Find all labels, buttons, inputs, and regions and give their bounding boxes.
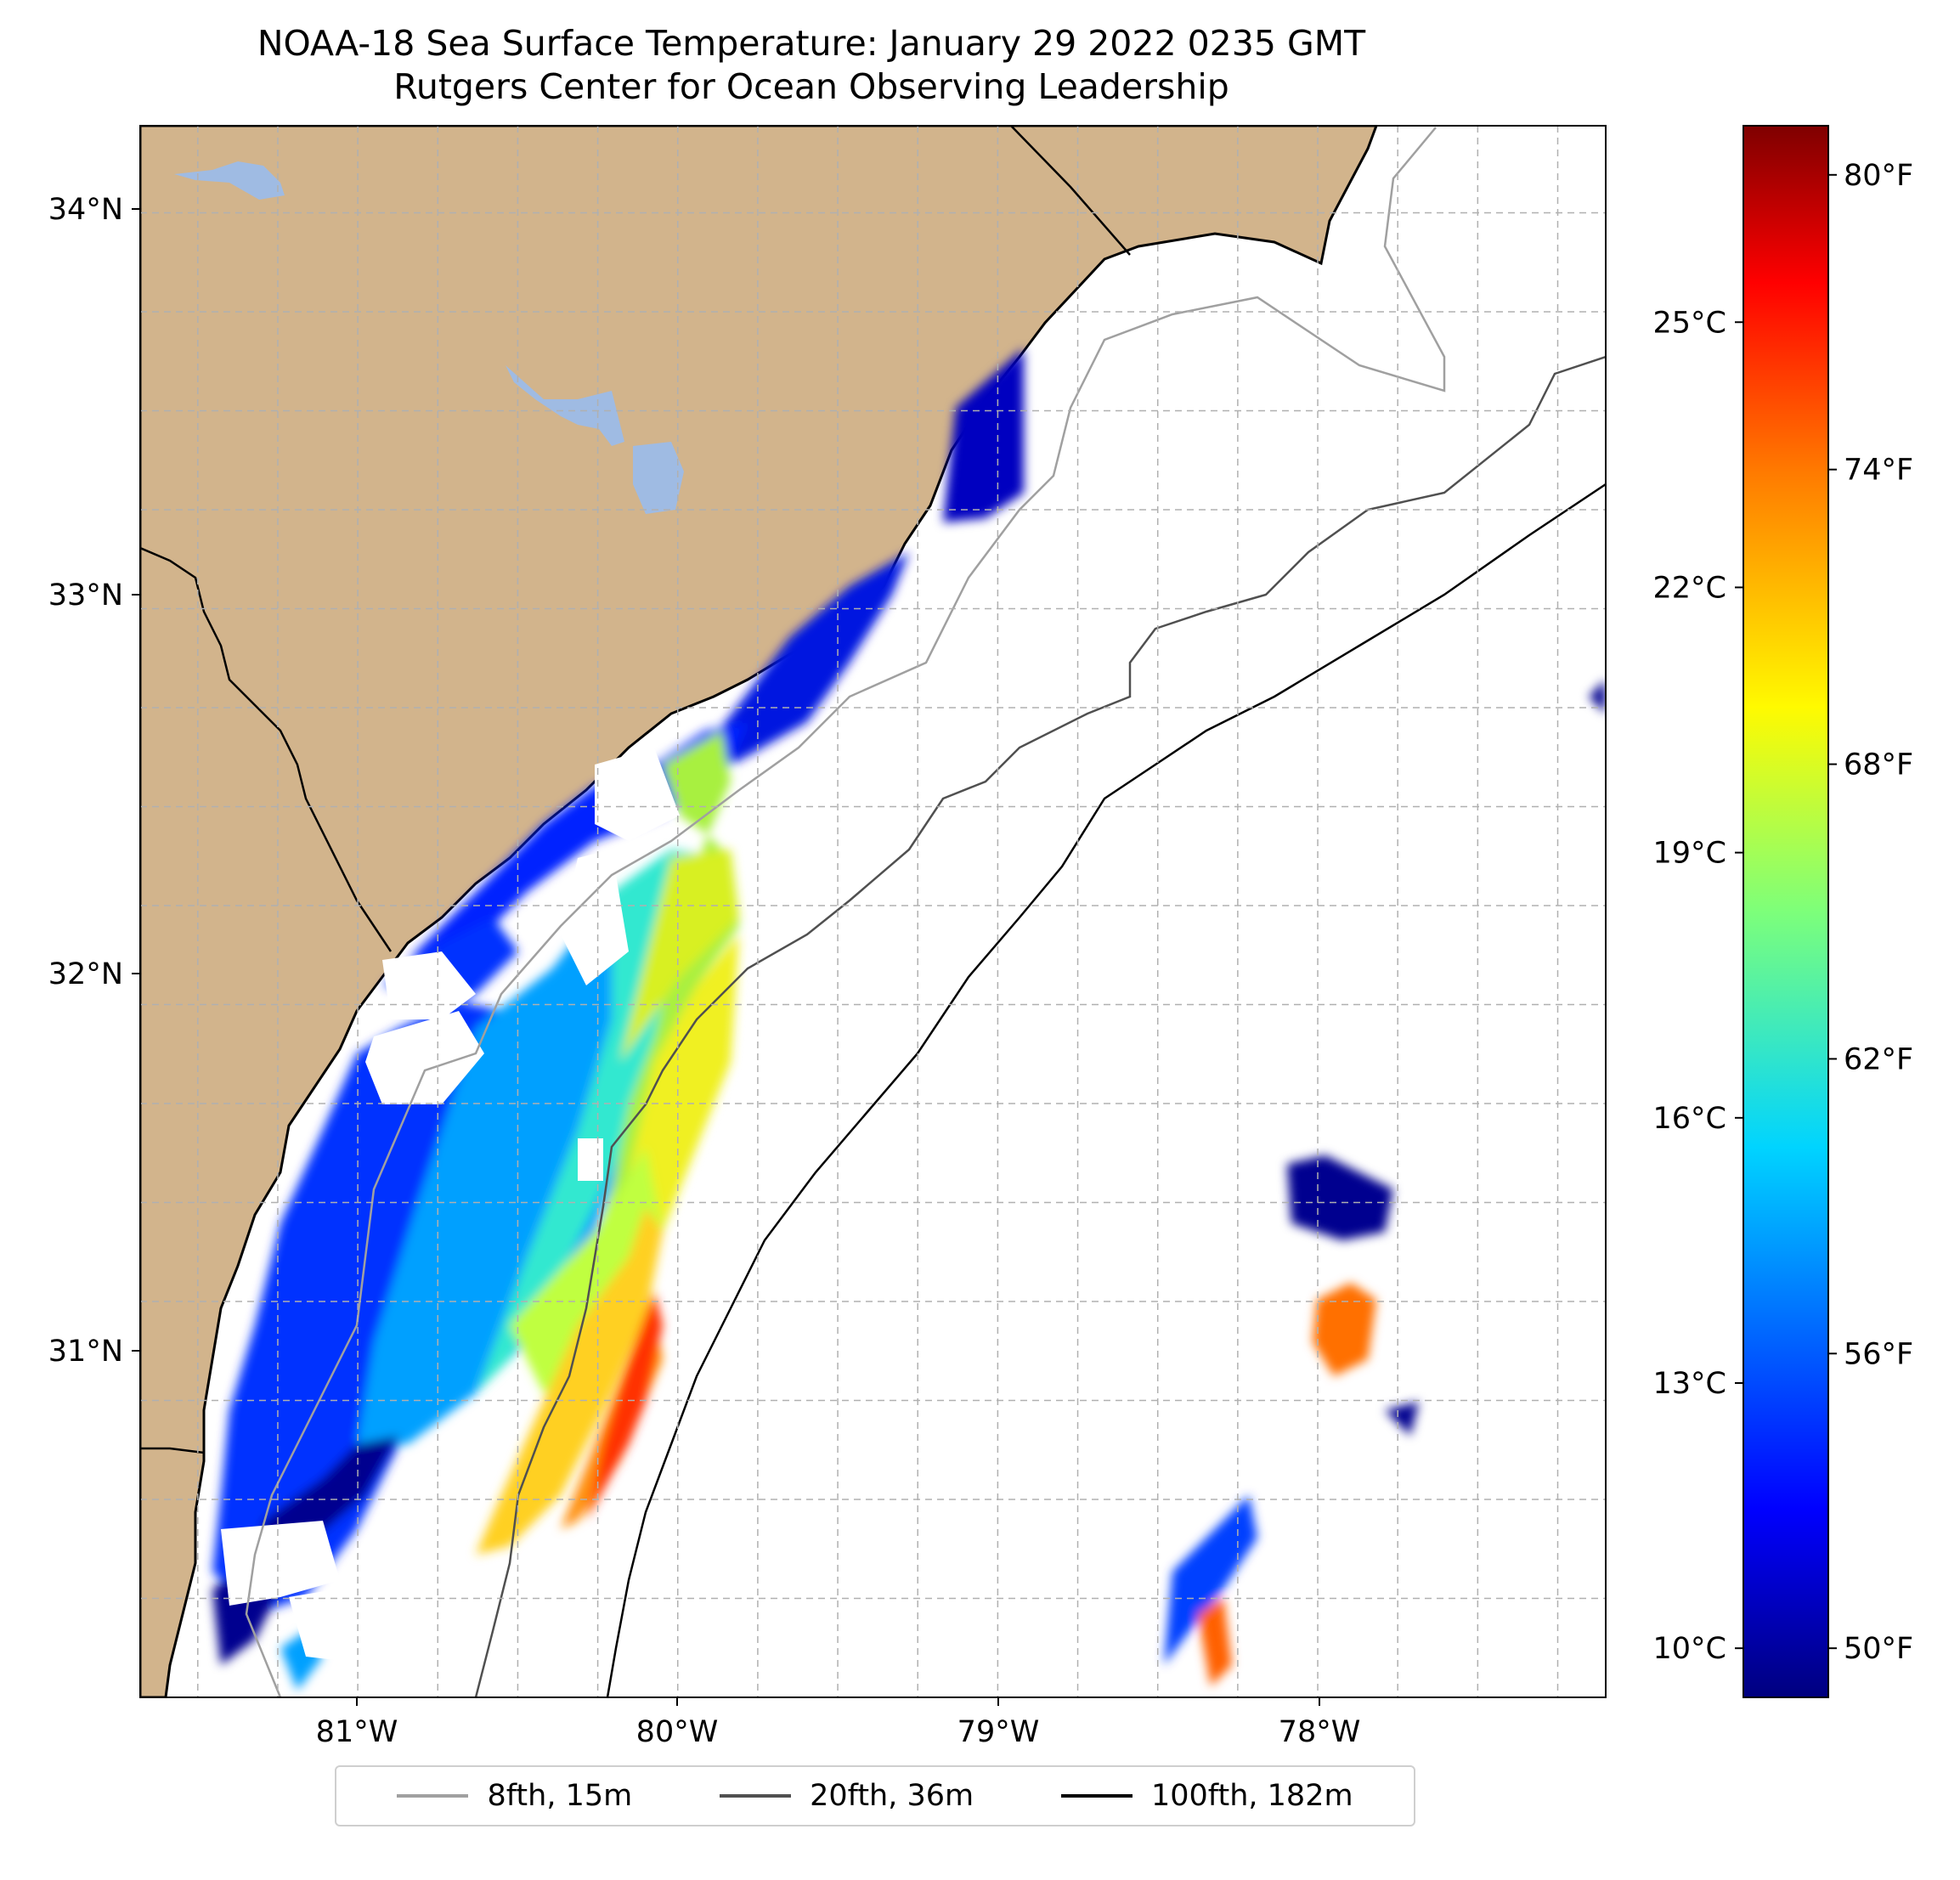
lake-moultrie [633,442,684,514]
isobath-8fth [245,127,1446,1697]
colorbar-ticks: 80°F 74°F 68°F 62°F 56°F 50°F 25°C 22°C 19°C 16°C… [1653,159,1914,1666]
lat-label-32: 32°N [48,957,123,991]
colorbar-label-c: 25°C [1653,306,1726,340]
colorbar-label-c: 22°C [1653,571,1726,605]
isobath-legend: 8fth, 15m 20fth, 36m 100fth, 182m [335,1765,1415,1826]
lat-label-33: 33°N [48,579,123,613]
colorbar-label-f: 74°F [1844,454,1913,488]
legend-label-100fth: 100fth, 182m [1150,1779,1353,1813]
state-border-south [140,1447,205,1454]
land-mass [140,126,1378,1697]
colorbar-label-f: 80°F [1844,159,1913,193]
cloud-gaps [221,748,680,1665]
legend-swatch-20fth [720,1794,792,1798]
lat-label-34: 34°N [48,193,123,227]
map-title: NOAA-18 Sea Surface Temperature: January… [257,23,1366,64]
colorbar: 80°F 74°F 68°F 62°F 56°F 50°F 25°C 22°C 19°C 16°C… [1653,125,1914,1698]
isobath-100fth [606,483,1606,1697]
state-border [140,546,393,952]
legend-label-20fth: 20fth, 36m [810,1779,974,1813]
legend-item-20fth: 20fth, 36m [720,1779,974,1813]
lake-hartwell [174,161,285,200]
colorbar-label-f: 50°F [1844,1632,1913,1666]
colorbar-label-c: 16°C [1653,1102,1726,1136]
map-area [140,126,1606,1697]
map-subtitle: Rutgers Center for Ocean Observing Leade… [393,66,1229,107]
lon-axis: 81°W 80°W 79°W 78°W [316,1697,1361,1749]
lon-label-78: 78°W [1279,1715,1361,1749]
state-border-north [1010,126,1131,256]
colorbar-label-f: 68°F [1844,748,1913,782]
lake-marion [506,365,624,446]
map-frame [139,125,1607,1698]
lon-label-81: 81°W [316,1715,398,1749]
colorbar-label-c: 19°C [1653,837,1726,871]
legend-item-8fth: 8fth, 15m [397,1779,632,1813]
colorbar-label-f: 56°F [1844,1337,1913,1371]
isobath-20fth [474,355,1606,1697]
lat-label-31: 31°N [48,1335,123,1369]
colorbar-gradient [1743,125,1829,1698]
lon-label-79: 79°W [957,1715,1040,1749]
legend-swatch-100fth [1060,1794,1133,1798]
legend-swatch-8fth [397,1794,469,1798]
legend-item-100fth: 100fth, 182m [1060,1779,1353,1813]
colorbar-label-c: 13°C [1653,1367,1726,1401]
legend-label-8fth: 8fth, 15m [487,1779,633,1813]
colorbar-label-f: 62°F [1844,1042,1913,1076]
grid-lines [140,126,1606,1697]
lon-label-80: 80°W [636,1715,719,1749]
lat-axis: 34°N 33°N 32°N 31°N [48,193,140,1369]
colorbar-label-c: 10°C [1653,1632,1726,1666]
